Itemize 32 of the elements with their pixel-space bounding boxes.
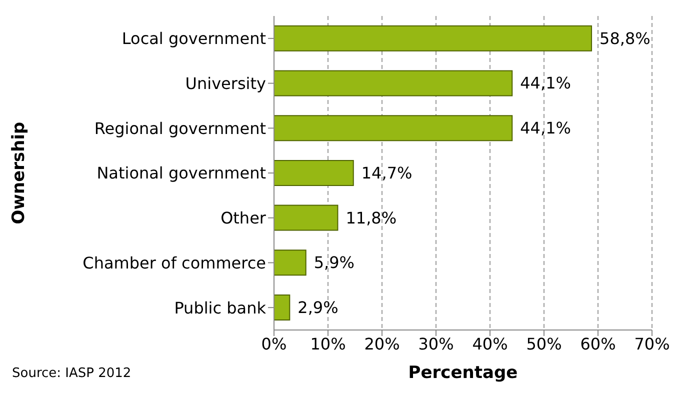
y-tick-label: National government: [96, 164, 266, 183]
y-tick-label: Chamber of commerce: [82, 253, 266, 272]
bar: [274, 294, 290, 321]
bar: [274, 115, 513, 142]
x-tick-label: 70%: [634, 334, 670, 354]
y-tick-label: University: [185, 74, 266, 93]
source-note: Source: IASP 2012: [12, 366, 132, 381]
y-tick-label: Local government: [122, 29, 266, 48]
y-tick-label: Other: [220, 208, 266, 228]
x-tick-label: 30%: [418, 334, 454, 354]
x-tick-label: 20%: [364, 334, 400, 354]
y-axis-title: Ownership: [9, 122, 30, 224]
data-label: 44,1%: [520, 118, 571, 138]
data-label: 5,9%: [314, 253, 355, 272]
bar: [274, 204, 338, 231]
data-label: 58,8%: [600, 28, 650, 48]
data-label: 2,9%: [298, 298, 338, 318]
y-tick-label: Regional government: [94, 118, 266, 138]
x-tick-label: 50%: [526, 334, 562, 354]
data-label: 44,1%: [520, 74, 571, 93]
x-tick-label: 10%: [310, 334, 346, 354]
x-tick-label: 0%: [261, 334, 287, 354]
data-label: 14,7%: [361, 163, 412, 182]
x-tick-label: 40%: [472, 334, 508, 354]
bar: [274, 25, 592, 52]
x-tick-label: 60%: [580, 334, 616, 354]
bar: [274, 160, 354, 186]
bar: [274, 70, 513, 96]
y-tick-label: Public bank: [174, 298, 267, 318]
bar: [274, 250, 306, 276]
x-axis-title: Percentage: [408, 363, 518, 383]
data-label: 11,8%: [346, 208, 397, 228]
